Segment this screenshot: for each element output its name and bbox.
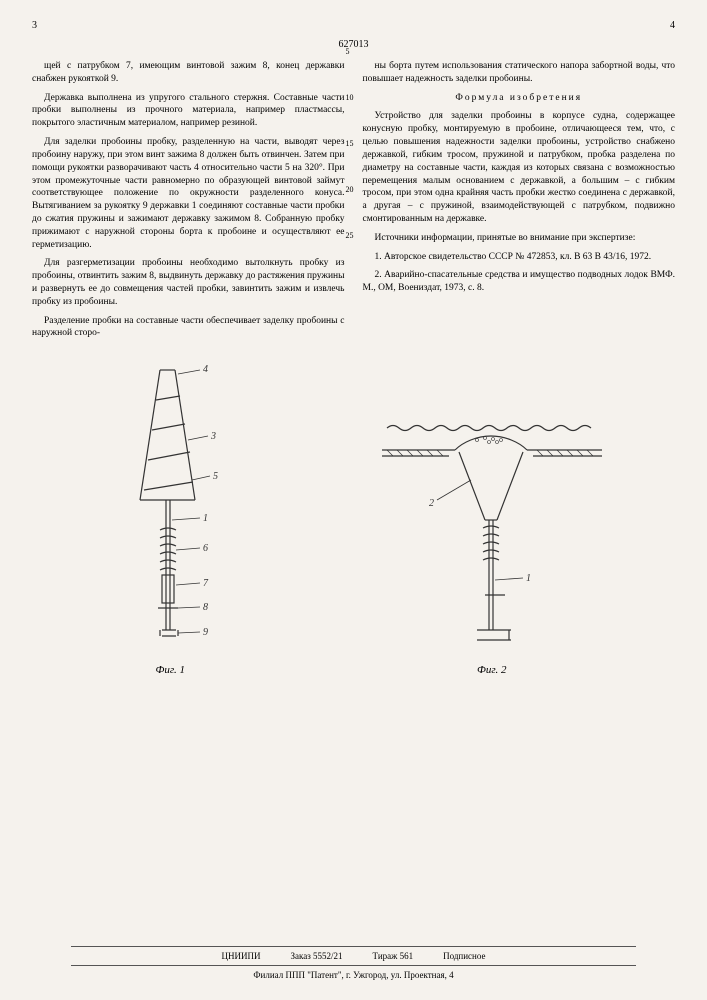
fig1-label: 6	[203, 543, 208, 554]
left-column: щей с патрубком 7, имеющим винтовой зажи…	[32, 60, 345, 346]
right-column: ны борта путем использования статическог…	[363, 60, 676, 346]
fig1-caption: Фиг. 1	[100, 664, 240, 676]
fig1-label: 4	[203, 364, 208, 375]
line-number-gutter: 5 10 15 20 25	[346, 48, 354, 278]
fig1-label: 3	[210, 431, 216, 442]
footer-address: Филиал ППП "Патент", г. Ужгород, ул. Про…	[0, 970, 707, 980]
fig1-label: 1	[203, 513, 208, 524]
fig1-label: 8	[203, 602, 208, 613]
paragraph: щей с патрубком 7, имеющим винтовой зажи…	[32, 60, 345, 86]
fig2-svg: 2 1	[377, 400, 607, 660]
source-item: 2. Аварийно-спасательные средства и имущ…	[363, 269, 676, 295]
fig1-svg: 4 3 5 1 6 7 8 9	[100, 360, 240, 660]
text-columns: щей с патрубком 7, имеющим винтовой зажи…	[32, 60, 675, 346]
figures-row: 4 3 5 1 6 7 8 9 Фиг. 1	[32, 360, 675, 676]
line-marker: 10	[346, 94, 354, 102]
line-marker: 15	[346, 140, 354, 148]
line-marker: 20	[346, 186, 354, 194]
line-marker: 25	[346, 232, 354, 240]
fig1-label: 9	[203, 627, 208, 638]
fig2-caption: Фиг. 2	[377, 664, 607, 676]
fig2-label: 1	[526, 573, 531, 584]
source-item: 1. Авторское свидетельство СССР № 472853…	[363, 251, 676, 264]
fig1-label: 5	[213, 471, 218, 482]
paragraph: Для разгерметизации пробоины необходимо …	[32, 257, 345, 308]
left-page-num: 3	[32, 20, 37, 31]
right-page-num: 4	[670, 20, 675, 31]
formula-heading: Формула изобретения	[363, 92, 676, 105]
footer-sub: Подписное	[443, 951, 485, 961]
fig2-label: 2	[429, 498, 434, 509]
paragraph: Для заделки пробоины пробку, разделенную…	[32, 136, 345, 251]
figure-2: 2 1 Фиг. 2	[377, 400, 607, 676]
patent-number: 627013	[32, 39, 675, 50]
patent-page: 3 4 627013 5 10 15 20 25 щей с патрубком…	[0, 0, 707, 1000]
footer-order: Заказ 5552/21	[291, 951, 343, 961]
paragraph: Разделение пробки на составные части обе…	[32, 315, 345, 341]
figure-1: 4 3 5 1 6 7 8 9 Фиг. 1	[100, 360, 240, 676]
footer-org: ЦНИИПИ	[222, 951, 261, 961]
line-marker: 5	[346, 48, 354, 56]
paragraph: Державка выполнена из упругого стального…	[32, 92, 345, 130]
footer-tirazh: Тираж 561	[373, 951, 414, 961]
paragraph: ны борта путем использования статическог…	[363, 60, 676, 86]
fig1-label: 7	[203, 578, 209, 589]
page-footer: ЦНИИПИ Заказ 5552/21 Тираж 561 Подписное…	[0, 942, 707, 980]
paragraph: Устройство для заделки пробоины в корпус…	[363, 110, 676, 225]
sources-heading: Источники информации, принятые во вниман…	[363, 232, 676, 245]
page-header: 3 4	[32, 20, 675, 31]
